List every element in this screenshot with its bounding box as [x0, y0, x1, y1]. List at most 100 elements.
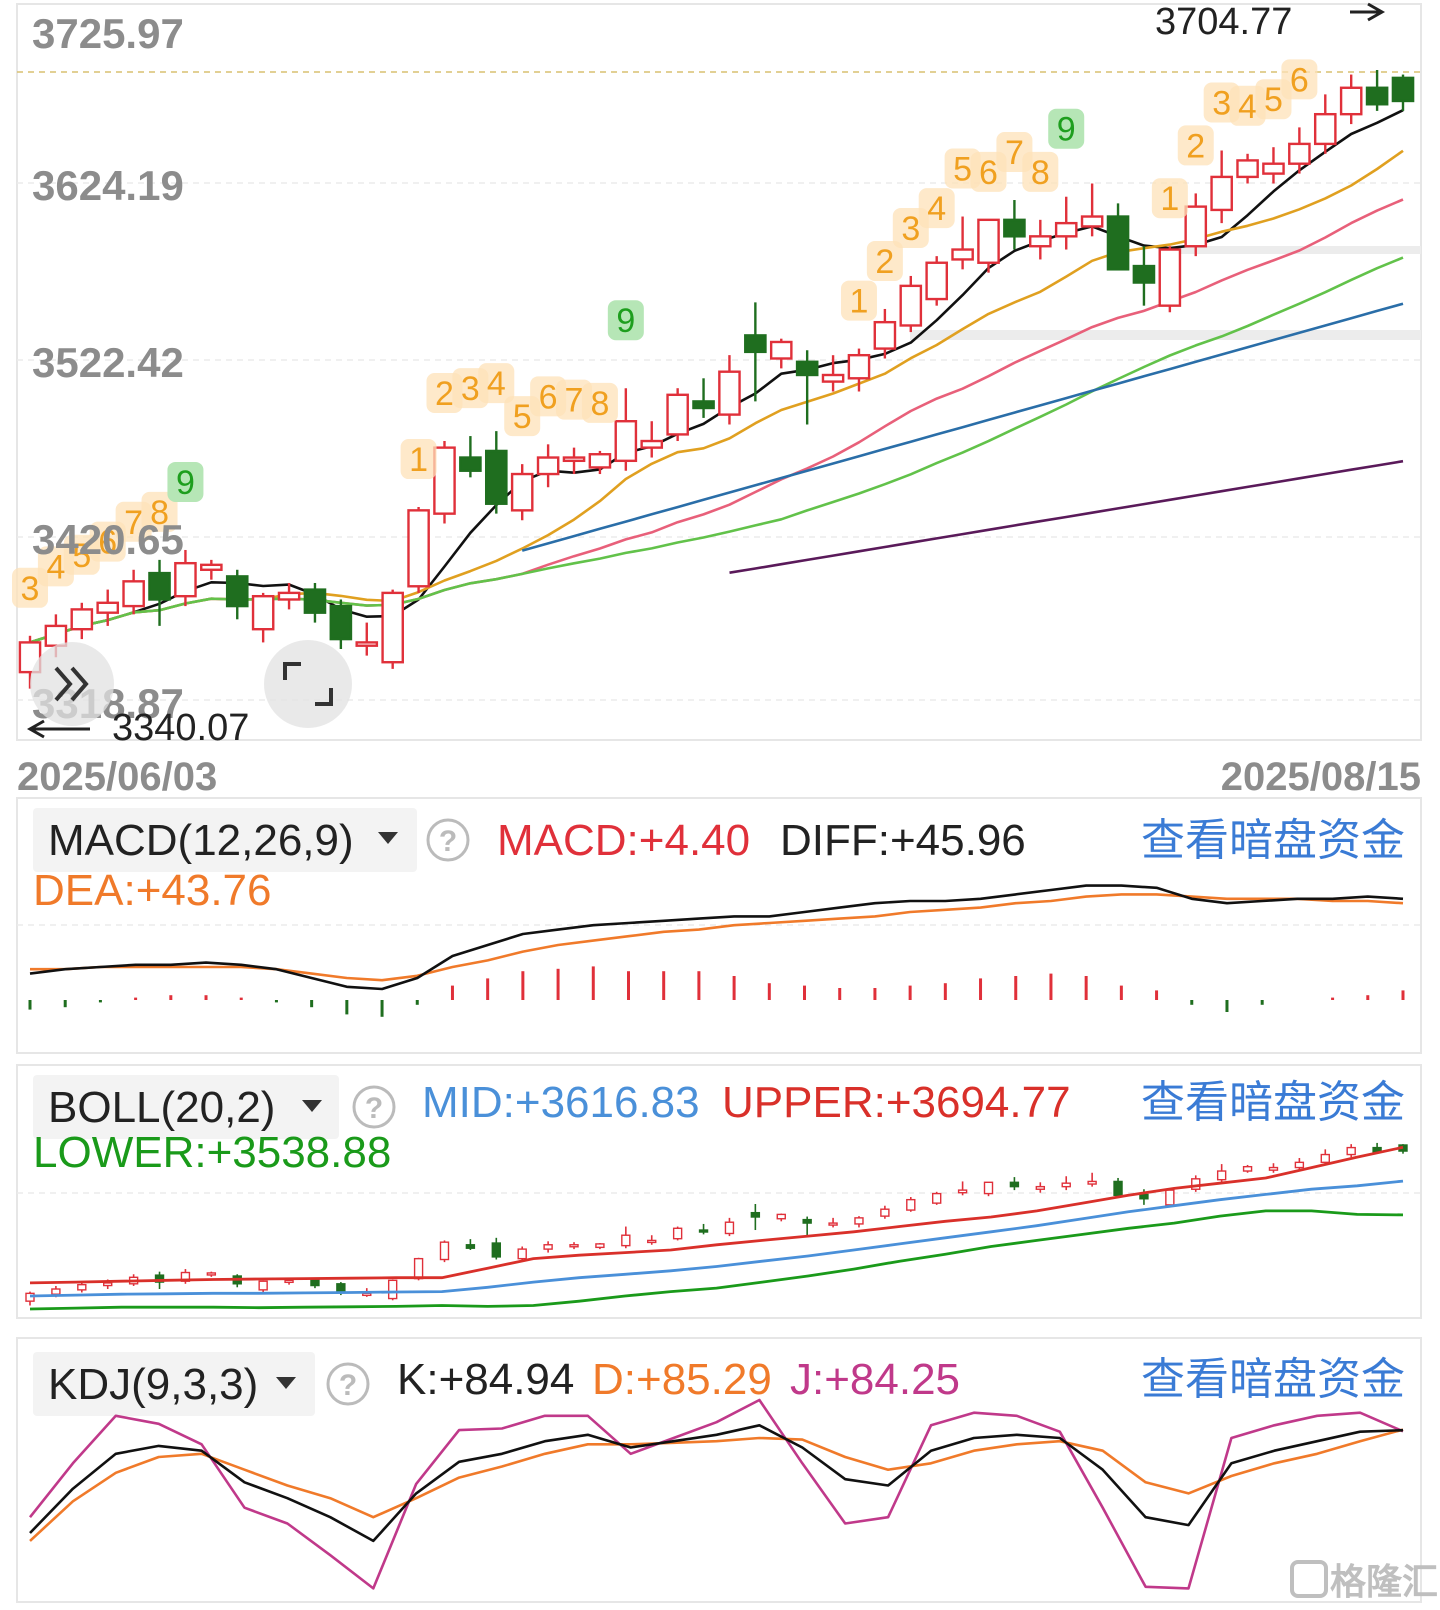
- boll-candle: [1035, 1185, 1046, 1190]
- boll-candle: [647, 1239, 657, 1244]
- ma5-line: [29, 109, 1404, 644]
- macd-indicator-name: MACD(12,26,9): [48, 816, 354, 865]
- td-marker-label: 8: [150, 494, 169, 532]
- arrow-left-icon: [26, 719, 90, 739]
- j-value: J:+84.25: [790, 1355, 960, 1404]
- dropdown-triangle-icon: [302, 1100, 322, 1112]
- low-price-label: 3340.07: [112, 707, 249, 749]
- candle-up: [1080, 215, 1104, 228]
- candle-down: [1106, 215, 1130, 271]
- boll-upper-line: [29, 1145, 1404, 1285]
- boll-help-icon[interactable]: ?: [352, 1085, 396, 1129]
- watermark-logo: 格隆汇: [1290, 1560, 1438, 1602]
- candle-down: [225, 575, 249, 608]
- candle-up: [640, 439, 664, 449]
- candle-up: [433, 446, 456, 515]
- diff-line: [29, 884, 1404, 991]
- boll-candle: [1346, 1146, 1356, 1156]
- td-marker-label: 1: [850, 283, 869, 321]
- td-marker-label: 5: [953, 151, 972, 189]
- candle-down: [795, 360, 819, 377]
- candle-up: [510, 472, 534, 512]
- boll-candle: [1009, 1181, 1020, 1188]
- td-marker-label: 3: [21, 570, 40, 608]
- dark-pool-funds-link[interactable]: 查看暗盘资金: [1141, 1078, 1405, 1127]
- td-marker-label: 6: [98, 524, 117, 562]
- macd-help-icon[interactable]: ?: [426, 818, 470, 862]
- dropdown-triangle-icon: [276, 1377, 296, 1389]
- td-marker-label: 5: [1264, 81, 1283, 119]
- td-marker-box: [581, 382, 618, 423]
- candle-up: [821, 373, 845, 383]
- candle-up: [174, 561, 197, 598]
- td-marker-label: 7: [124, 504, 143, 542]
- td-marker-label: 8: [1031, 154, 1050, 192]
- candle-up: [70, 608, 94, 631]
- td-marker-label: 4: [46, 548, 65, 586]
- candle-up: [588, 453, 612, 469]
- candle-up: [1236, 159, 1259, 179]
- td-marker-box: [1281, 59, 1318, 100]
- td-marker-label: 5: [72, 537, 91, 575]
- diff-value: DIFF:+45.96: [780, 816, 1026, 865]
- svg-text:?: ?: [365, 1092, 383, 1125]
- boll-candle: [543, 1244, 553, 1250]
- dark-pool-funds-link[interactable]: 查看暗盘资金: [1141, 816, 1405, 865]
- candle-up: [1029, 235, 1052, 248]
- td-marker-label: 6: [1290, 61, 1309, 99]
- kdj-indicator-selector[interactable]: KDJ(9,3,3): [33, 1352, 315, 1416]
- boll-candle: [880, 1208, 890, 1217]
- td-marker-box: [478, 363, 515, 404]
- svg-text:格隆汇: 格隆汇: [1330, 1561, 1438, 1602]
- td-marker-label: 4: [1238, 88, 1257, 126]
- support-band: [910, 330, 1421, 340]
- candle-down: [1391, 76, 1415, 103]
- dark-pool-funds-link[interactable]: 查看暗盘资金: [1141, 1355, 1405, 1404]
- td-marker-box: [1048, 108, 1085, 149]
- main-panel-border: [16, 3, 1422, 741]
- td-marker-box: [167, 461, 204, 502]
- fullscreen-button[interactable]: [264, 640, 352, 728]
- d-line: [29, 1428, 1404, 1542]
- candle-up: [1210, 175, 1233, 212]
- candle-up: [96, 601, 120, 614]
- boll-panel[interactable]: BOLL(20,2) ? MID:+3616.83 UPPER:+3694.77…: [16, 1064, 1422, 1319]
- candle-up: [407, 509, 430, 588]
- arrow-right-icon: [1350, 2, 1386, 22]
- candle-up: [1339, 86, 1363, 116]
- td-marker-label: 3: [901, 210, 920, 248]
- kdj-indicator-name: KDJ(9,3,3): [48, 1360, 258, 1409]
- candle-down: [484, 449, 508, 505]
- y-axis-label: 3725.97: [32, 10, 184, 57]
- td-marker-label: 7: [565, 382, 584, 420]
- boll-candle: [1191, 1178, 1201, 1190]
- expand-sidebar-button[interactable]: [30, 642, 114, 726]
- y-axis-label: 3522.42: [32, 339, 184, 386]
- candle-down: [459, 456, 482, 472]
- boll-candle: [776, 1213, 786, 1220]
- boll-mid-line: [29, 1179, 1404, 1298]
- end-date-label: 2025/08/15: [1221, 755, 1421, 799]
- macd-indicator-selector[interactable]: MACD(12,26,9): [33, 808, 417, 872]
- candle-down: [692, 400, 715, 410]
- td-marker-box: [607, 300, 644, 341]
- boll-indicator-selector[interactable]: BOLL(20,2): [33, 1075, 339, 1139]
- candle-up: [769, 340, 793, 360]
- boll-panel-border: [16, 1064, 1422, 1319]
- td-marker-label: 2: [435, 375, 454, 413]
- kdj-panel[interactable]: KDJ(9,3,3) ? K:+84.94 D:+85.29 J:+84.25 …: [16, 1337, 1422, 1603]
- boll-candle: [1268, 1166, 1279, 1171]
- start-date-label: 2025/06/03: [17, 755, 217, 799]
- ma60-line: [521, 302, 1404, 552]
- kdj-series: [28, 1398, 1404, 1590]
- boll-candle: [1139, 1193, 1149, 1200]
- kdj-help-icon[interactable]: ?: [326, 1362, 370, 1406]
- boll-candle: [672, 1227, 683, 1240]
- td-marker-box: [1177, 125, 1214, 166]
- boll-candle: [931, 1192, 942, 1204]
- macd-panel[interactable]: MACD(12,26,9) ? MACD:+4.40 DIFF:+45.96 D…: [16, 797, 1422, 1054]
- boll-candle: [387, 1279, 398, 1300]
- candle-up: [536, 456, 560, 476]
